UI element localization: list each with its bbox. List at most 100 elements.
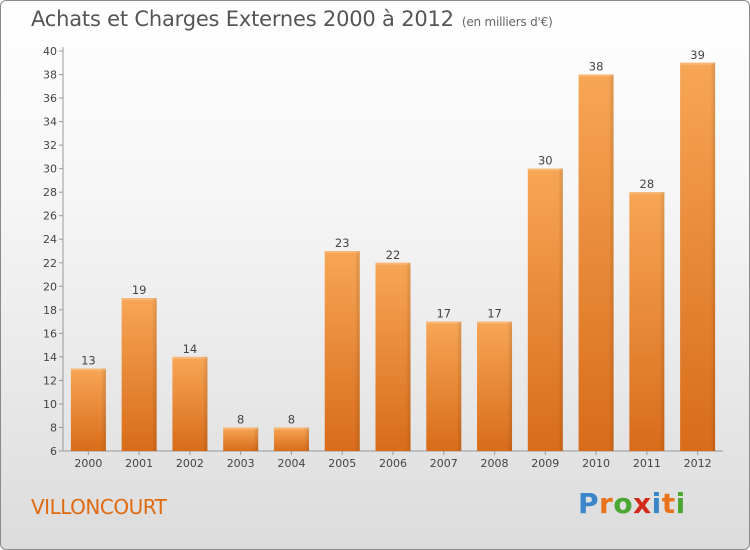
y-tick-label: 12 bbox=[43, 374, 57, 387]
bar bbox=[324, 251, 360, 451]
x-tick-label: 2005 bbox=[328, 457, 356, 470]
bar-side-shade bbox=[253, 427, 259, 451]
bar-side-shade bbox=[710, 62, 716, 451]
bar-side-shade bbox=[100, 368, 106, 451]
commune-name: VILLONCOURT bbox=[31, 495, 167, 519]
bar-side-shade bbox=[354, 251, 360, 451]
bar-value-label: 17 bbox=[436, 307, 451, 321]
bar-top-highlight bbox=[477, 321, 513, 324]
bar bbox=[375, 262, 411, 451]
proxiti-logo[interactable]: Proxiti bbox=[578, 487, 686, 520]
logo-letter: t bbox=[661, 487, 676, 520]
logo-letter: r bbox=[599, 487, 614, 520]
bar-top-highlight bbox=[324, 251, 360, 253]
bar-side-shade bbox=[405, 262, 411, 451]
bar bbox=[578, 74, 614, 451]
bar-top-highlight bbox=[70, 368, 106, 371]
bar-side-shade bbox=[202, 356, 208, 451]
y-tick-label: 28 bbox=[43, 186, 57, 199]
bar-value-label: 13 bbox=[81, 354, 96, 368]
bar-top-highlight bbox=[426, 321, 462, 324]
x-tick-label: 2003 bbox=[227, 457, 255, 470]
bar-value-label: 17 bbox=[487, 307, 502, 321]
bar-value-label: 8 bbox=[288, 412, 295, 426]
x-tick-label: 2010 bbox=[582, 457, 610, 470]
bar bbox=[172, 356, 208, 451]
y-tick-label: 20 bbox=[43, 280, 57, 293]
bar bbox=[680, 62, 716, 451]
y-tick-label: 40 bbox=[43, 45, 57, 58]
bar-side-shade bbox=[456, 321, 462, 451]
y-tick-label: 30 bbox=[43, 163, 57, 176]
y-tick-label: 22 bbox=[43, 257, 57, 270]
bar-value-label: 14 bbox=[183, 342, 198, 356]
bar-value-label: 22 bbox=[386, 248, 401, 262]
bar bbox=[273, 427, 309, 451]
logo-letter: i bbox=[651, 487, 662, 520]
bar bbox=[426, 321, 462, 451]
bar-top-highlight bbox=[172, 356, 208, 359]
bar-top-highlight bbox=[223, 427, 259, 430]
bar bbox=[527, 168, 563, 451]
y-tick-label: 6 bbox=[50, 445, 57, 458]
bar-top-highlight bbox=[375, 262, 411, 265]
x-tick-label: 2000 bbox=[74, 457, 102, 470]
bar bbox=[477, 321, 513, 451]
y-tick-label: 38 bbox=[43, 69, 57, 82]
x-tick-label: 2007 bbox=[430, 457, 458, 470]
y-tick-label: 14 bbox=[43, 351, 57, 364]
y-tick-label: 8 bbox=[50, 421, 57, 434]
bar-side-shade bbox=[659, 192, 665, 452]
y-tick-label: 18 bbox=[43, 304, 57, 317]
bar-top-highlight bbox=[680, 62, 716, 65]
chart-title: Achats et Charges Externes 2000 à 2012 (e… bbox=[31, 7, 553, 31]
x-tick-label: 2002 bbox=[176, 457, 204, 470]
bar-top-highlight bbox=[121, 298, 157, 301]
logo-letter: P bbox=[578, 487, 600, 520]
x-tick-label: 2004 bbox=[277, 457, 305, 470]
y-tick-label: 26 bbox=[43, 210, 57, 223]
bar-side-shade bbox=[608, 74, 614, 451]
bar-value-label: 39 bbox=[690, 48, 705, 62]
chart-title-text: Achats et Charges Externes 2000 à 2012 bbox=[31, 7, 454, 31]
bar bbox=[121, 298, 157, 451]
bars-layer bbox=[70, 62, 716, 452]
bar-value-label: 8 bbox=[237, 412, 244, 426]
labels-layer: 13 19 14 8 8 23 22 17 17 30 38 28 39 bbox=[81, 48, 705, 427]
y-tick-label: 10 bbox=[43, 398, 57, 411]
bar-side-shade bbox=[151, 298, 157, 451]
bar-value-label: 30 bbox=[538, 154, 553, 168]
bar-side-shade bbox=[303, 427, 309, 451]
bar-top-highlight bbox=[629, 192, 665, 195]
bar bbox=[223, 427, 259, 451]
y-tick-label: 16 bbox=[43, 327, 57, 340]
logo-letter: o bbox=[613, 487, 634, 520]
x-tick-label: 2001 bbox=[125, 457, 153, 470]
x-tick-label: 2008 bbox=[481, 457, 509, 470]
x-tick-label: 2011 bbox=[633, 457, 661, 470]
y-tick-label: 24 bbox=[43, 233, 57, 246]
logo-letter: x bbox=[633, 487, 652, 520]
y-tick-label: 36 bbox=[43, 92, 57, 105]
x-tick-label: 2012 bbox=[684, 457, 712, 470]
bar-top-highlight bbox=[578, 74, 614, 77]
chart-subtitle: (en milliers d'€) bbox=[461, 15, 553, 29]
x-tick-label: 2009 bbox=[531, 457, 559, 470]
y-tick-label: 32 bbox=[43, 139, 57, 152]
axis-layer: 6 8 10 12 14 16 18 20 22 24 26 28 30 32 34 36 38 40 2000 20… bbox=[43, 45, 723, 470]
bar-top-highlight bbox=[273, 427, 309, 430]
bar-side-shade bbox=[557, 168, 563, 451]
logo-letter: i bbox=[675, 487, 686, 520]
x-tick-label: 2006 bbox=[379, 457, 407, 470]
bar-side-shade bbox=[507, 321, 513, 451]
bar-value-label: 28 bbox=[640, 177, 655, 191]
bar bbox=[70, 368, 106, 451]
bar-value-label: 38 bbox=[589, 60, 604, 74]
bar-value-label: 19 bbox=[132, 283, 147, 297]
bar-value-label: 23 bbox=[335, 236, 350, 250]
bar-top-highlight bbox=[527, 168, 563, 171]
y-tick-label: 34 bbox=[43, 116, 57, 129]
bar bbox=[629, 192, 665, 452]
